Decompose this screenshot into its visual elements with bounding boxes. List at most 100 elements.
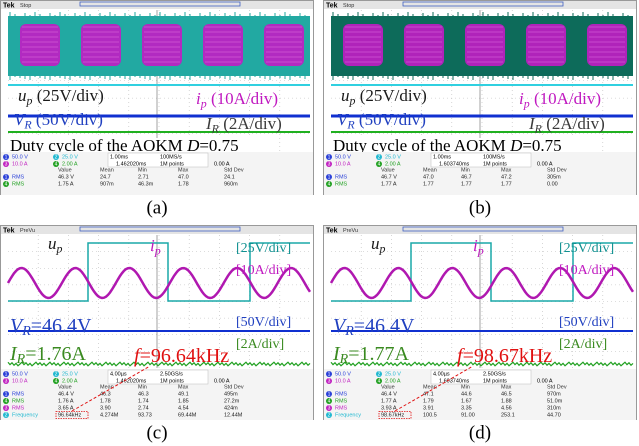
table-cell: 46.3: [100, 391, 111, 397]
table-cell: 907m: [100, 181, 114, 187]
waveform-ip-burst: [81, 24, 121, 66]
annotation-text: (10A/div): [207, 89, 278, 108]
channel-id: 3: [328, 379, 331, 385]
table-cell: 305m: [547, 174, 561, 180]
table-cell: 1.67: [461, 398, 472, 404]
table-cell: 46.7 V: [381, 174, 397, 180]
annotation-text: (2A/div): [542, 114, 605, 133]
brand: Tek: [326, 227, 338, 234]
annotation: ip (10A/div): [196, 89, 278, 110]
waveform-ip-burst: [264, 24, 304, 66]
table-cell: 51.0m: [547, 398, 563, 404]
annotation-symbol: u: [371, 234, 380, 253]
table-cell: 495m: [224, 391, 238, 397]
table-header: Value: [58, 384, 72, 390]
row-id: 2: [5, 413, 8, 419]
table-cell: 100.5: [423, 412, 437, 418]
row-measure: RMS: [12, 174, 25, 180]
acquisition-setting: 2.50GS/s: [160, 371, 183, 377]
annotation: ip (10A/div): [519, 89, 601, 110]
table-cell: 12.44M: [224, 412, 243, 418]
table-cell: 47.2: [501, 174, 512, 180]
row-measure: Frequency: [12, 412, 38, 418]
table-cell: 46.7: [461, 174, 472, 180]
table-header: Std Dev: [547, 167, 567, 173]
acquisition-setting: 1.00ms: [433, 154, 451, 160]
channel-scale: 50.0 V: [12, 154, 28, 160]
annotation: [10A/div]: [236, 263, 291, 278]
brand: Tek: [3, 227, 15, 234]
acquisition-setting: 4.00µs: [433, 371, 450, 377]
annotation-symbol: u: [341, 86, 350, 105]
annotation-subscript: p: [26, 93, 33, 107]
table-cell: 3.90: [100, 405, 111, 411]
table-cell: 970m: [547, 391, 561, 397]
row-measure: RMS: [335, 398, 348, 404]
table-cell: 96.64kHz: [58, 412, 81, 418]
annotation-symbol: [50V/div]: [236, 315, 291, 330]
channel-scale: 25.0 V: [62, 154, 78, 160]
table-cell: 91.00: [461, 412, 475, 418]
annotation-subscript: p: [379, 241, 386, 255]
table-cell: 4.54: [178, 405, 189, 411]
table-cell: 3.35: [461, 405, 472, 411]
annotation-symbol: [25V/div]: [559, 241, 614, 256]
table-cell: 24.1: [224, 174, 235, 180]
panel-label: (a): [146, 197, 167, 218]
table-cell: 1.77 A: [381, 398, 397, 404]
annotation: [50V/div]: [559, 315, 614, 330]
waveform-ip-burst: [526, 24, 566, 66]
channel-scale: 25.0 V: [62, 371, 78, 377]
table-cell: 424m: [224, 405, 238, 411]
annotation-symbol: [2A/div]: [559, 337, 607, 352]
annotation-subscript: R: [344, 324, 354, 339]
row-measure: RMS: [12, 405, 25, 411]
annotation: [50V/div]: [236, 315, 291, 330]
annotation-subscript: p: [349, 93, 356, 107]
table-cell: 2.71: [138, 174, 149, 180]
channel-id: 1: [328, 372, 331, 378]
annotation-symbol: u: [48, 234, 57, 253]
table-cell: 46.3 V: [58, 174, 74, 180]
channel-id: 1: [5, 372, 8, 378]
state: Stop: [343, 3, 354, 9]
annotation-subscript: p: [477, 243, 484, 257]
table-cell: 3.93 A: [381, 405, 397, 411]
acquisition-setting: 100MS/s: [483, 154, 505, 160]
annotation-text: =96.64kHz: [140, 345, 230, 367]
table-cell: 0.00: [547, 181, 558, 187]
annotation: [25V/div]: [559, 241, 614, 256]
channel-id: 3: [5, 162, 8, 168]
annotation-symbol: [50V/div]: [559, 315, 614, 330]
table-header: Value: [58, 167, 72, 173]
row-id: 3: [328, 406, 331, 412]
annotation-symbol: [25V/div]: [236, 241, 291, 256]
channel-scale: 10.0 A: [12, 378, 28, 384]
annotation-text: =1.76A: [25, 343, 86, 365]
row-measure: RMS: [335, 174, 348, 180]
table-header: Mean: [423, 167, 437, 173]
table-cell: 44.70: [547, 412, 561, 418]
row-id: 4: [328, 182, 331, 188]
table-cell: 1.76 A: [58, 398, 74, 404]
channel-id: 1: [5, 155, 8, 161]
acquisition-setting: 100MS/s: [160, 154, 182, 160]
table-cell: 1.88: [501, 398, 512, 404]
table-cell: 1.74: [138, 398, 149, 404]
channel-scale: 50.0 V: [335, 371, 351, 377]
acquisition-setting: 4.00µs: [110, 371, 127, 377]
table-cell: 69.44M: [178, 412, 197, 418]
panel-label: (d): [469, 422, 491, 443]
table-cell: 1.78: [178, 181, 189, 187]
table-header: Min: [138, 167, 147, 173]
annotation-subscript: p: [200, 96, 207, 110]
channel-scale: 10.0 A: [335, 161, 351, 167]
annotation-text: (50V/div): [355, 110, 426, 129]
table-cell: 253.1: [501, 412, 515, 418]
annotation: [2A/div]: [236, 337, 284, 352]
annotation: [2A/div]: [559, 337, 607, 352]
table-header: Min: [461, 384, 470, 390]
annotation: [25V/div]: [236, 241, 291, 256]
table-cell: 1.77 A: [381, 181, 397, 187]
annotation-symbol: u: [18, 86, 27, 105]
